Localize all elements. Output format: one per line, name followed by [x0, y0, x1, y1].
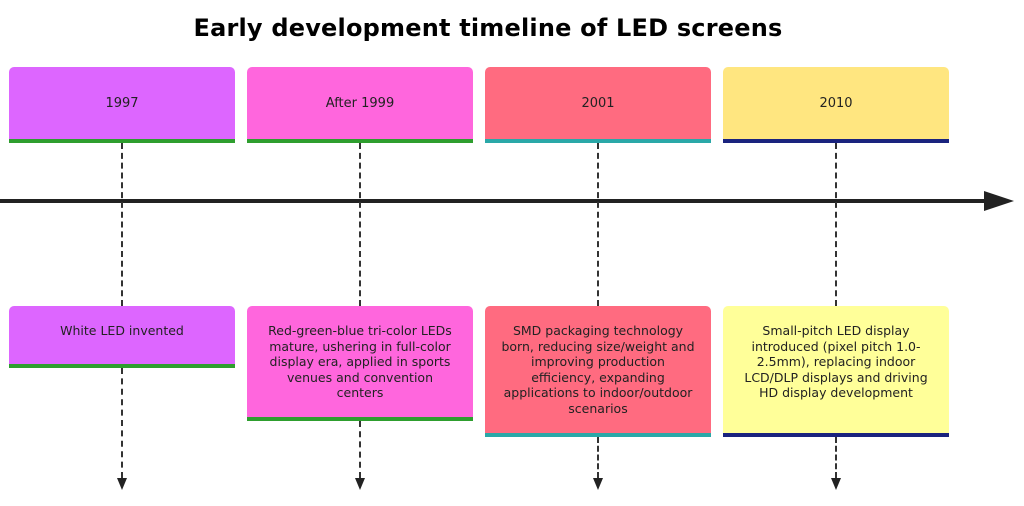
period-4-event-box: Small-pitch LED display introduced (pixe… — [723, 306, 949, 433]
period-1-event-text: White LED invented — [60, 323, 184, 338]
period-3-connector-upper — [597, 143, 599, 306]
period-1-year-underline — [9, 139, 235, 143]
period-1-connector-upper — [121, 143, 123, 306]
period-1-year-label: 1997 — [105, 95, 139, 111]
page-title: Early development timeline of LED screen… — [193, 14, 783, 42]
period-2-connector-lower — [359, 421, 361, 478]
timeline-arrowhead-icon — [984, 191, 1014, 211]
period-4-year-underline — [723, 139, 949, 143]
period-4-connector-lower — [835, 437, 837, 478]
period-2-connector-upper — [359, 143, 361, 306]
period-4-event-underline — [723, 433, 949, 437]
period-1-event-box: White LED invented — [9, 306, 235, 364]
timeline-axis — [0, 199, 990, 203]
period-2-arrow-down-icon — [355, 478, 365, 490]
period-3-year-underline — [485, 139, 711, 143]
period-3-event-underline — [485, 433, 711, 437]
period-2-event-text: Red-green-blue tri-color LEDs mature, us… — [268, 323, 452, 401]
period-2-year-underline — [247, 139, 473, 143]
period-1-event-underline — [9, 364, 235, 368]
period-4-arrow-down-icon — [831, 478, 841, 490]
period-2-year-box: After 1999 — [247, 67, 473, 139]
period-2-event-underline — [247, 417, 473, 421]
period-4-year-label: 2010 — [819, 95, 853, 111]
period-3-year-label: 2001 — [581, 95, 615, 111]
period-2-year-label: After 1999 — [325, 95, 395, 111]
period-4-event-text: Small-pitch LED display introduced (pixe… — [744, 323, 928, 401]
period-3-event-box: SMD packaging technology born, reducing … — [485, 306, 711, 433]
period-3-year-box: 2001 — [485, 67, 711, 139]
period-3-arrow-down-icon — [593, 478, 603, 490]
period-3-event-text: SMD packaging technology born, reducing … — [501, 323, 695, 416]
period-1-arrow-down-icon — [117, 478, 127, 490]
period-4-connector-upper — [835, 143, 837, 306]
period-1-year-box: 1997 — [9, 67, 235, 139]
period-2-event-box: Red-green-blue tri-color LEDs mature, us… — [247, 306, 473, 417]
period-4-year-box: 2010 — [723, 67, 949, 139]
period-1-connector-lower — [121, 368, 123, 478]
period-3-connector-lower — [597, 437, 599, 478]
